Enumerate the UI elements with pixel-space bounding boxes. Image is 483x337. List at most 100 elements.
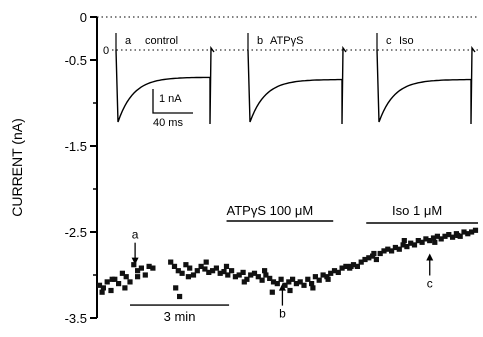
arrow-letter: b xyxy=(279,307,286,321)
arrow-head xyxy=(131,257,139,265)
arrow-head xyxy=(426,253,434,261)
data-point xyxy=(396,246,402,252)
inset-traces: 0 a control b ATPγS c Iso 1 nA 40 ms xyxy=(103,33,478,129)
data-point xyxy=(434,233,440,239)
data-point xyxy=(461,229,467,235)
y-tick-label: -2.5 xyxy=(65,225,87,240)
data-point xyxy=(392,244,398,251)
data-point xyxy=(251,270,258,276)
atp-label: ATPγS 100 μM xyxy=(227,203,314,218)
arrow-b: b xyxy=(278,283,286,321)
data-point xyxy=(385,246,391,252)
scale-bar xyxy=(152,89,193,114)
data-point xyxy=(135,274,141,280)
data-point xyxy=(123,274,129,280)
data-point xyxy=(381,248,387,254)
data-point xyxy=(432,239,438,245)
trace-curve xyxy=(376,45,476,125)
data-point xyxy=(100,285,106,291)
data-point xyxy=(309,281,315,287)
y-tick-label: -1.5 xyxy=(65,139,87,154)
data-point xyxy=(339,265,345,271)
data-point xyxy=(203,259,209,265)
data-point xyxy=(185,274,191,280)
data-point xyxy=(377,250,383,257)
data-point xyxy=(183,262,189,268)
data-point xyxy=(446,232,452,238)
y-tick-label: -3.5 xyxy=(65,311,87,326)
y-axis-title: CURRENT (nA) xyxy=(9,118,25,217)
data-point xyxy=(438,236,444,242)
data-point xyxy=(331,268,338,274)
y-axis: 0 -0.5 -1.5 -2.5 -3.5 CURRENT (nA) xyxy=(9,10,98,326)
data-point xyxy=(173,285,179,291)
data-point xyxy=(142,272,148,278)
scale-bar-time-label: 40 ms xyxy=(153,117,183,129)
data-point xyxy=(225,272,231,278)
data-point xyxy=(206,269,212,275)
data-point xyxy=(171,263,178,269)
trace-name: control xyxy=(145,35,178,47)
data-point xyxy=(293,281,299,287)
data-point xyxy=(198,263,204,269)
data-point xyxy=(259,277,265,283)
data-point xyxy=(335,269,341,275)
data-point xyxy=(427,238,433,244)
trace-a: a control xyxy=(115,33,215,125)
data-points xyxy=(96,227,479,300)
data-point xyxy=(96,282,103,288)
trace-letter: a xyxy=(125,35,132,47)
trace-curve xyxy=(247,45,347,125)
data-point xyxy=(248,272,254,278)
data-point xyxy=(371,250,377,257)
data-point xyxy=(138,265,144,271)
data-point xyxy=(469,229,475,235)
data-point xyxy=(229,268,235,274)
annotations: ATPγS 100 μM Iso 1 μM 3 min a b c xyxy=(130,203,478,324)
data-point xyxy=(168,259,174,265)
data-point xyxy=(415,238,421,244)
data-point xyxy=(274,281,280,287)
data-point xyxy=(122,285,128,291)
data-point xyxy=(217,270,223,276)
data-point xyxy=(119,270,125,276)
data-point xyxy=(328,270,334,276)
data-point xyxy=(213,265,219,271)
arrow-a: a xyxy=(131,228,139,265)
data-point xyxy=(287,287,293,294)
data-point xyxy=(358,259,364,265)
data-point xyxy=(408,240,414,246)
data-point xyxy=(316,277,322,283)
data-point xyxy=(269,289,275,295)
data-point xyxy=(146,263,152,269)
data-point xyxy=(411,242,418,248)
data-point xyxy=(419,239,425,245)
data-point xyxy=(232,274,238,280)
data-point xyxy=(400,242,406,248)
data-point xyxy=(150,265,156,271)
data-point xyxy=(297,279,303,285)
data-point xyxy=(108,287,114,294)
data-point xyxy=(116,281,122,287)
data-point xyxy=(179,270,185,276)
data-point xyxy=(348,263,354,269)
arrow-letter: a xyxy=(132,228,139,242)
y-tick-label: 0 xyxy=(80,10,87,25)
data-point xyxy=(442,233,448,239)
arrow-c: c xyxy=(426,253,434,291)
data-point xyxy=(104,279,110,285)
y-tick-label: -0.5 xyxy=(65,53,87,68)
data-point xyxy=(282,282,288,288)
data-point xyxy=(450,234,456,240)
data-point xyxy=(131,262,137,268)
data-point xyxy=(455,232,461,238)
data-point xyxy=(472,227,479,233)
data-point xyxy=(404,244,410,250)
scale-bar-current-label: 1 nA xyxy=(159,93,182,105)
data-point xyxy=(389,248,395,254)
data-point xyxy=(373,256,379,263)
data-point xyxy=(99,289,105,295)
data-point xyxy=(286,279,292,285)
data-point xyxy=(305,276,311,282)
data-point xyxy=(423,236,429,242)
